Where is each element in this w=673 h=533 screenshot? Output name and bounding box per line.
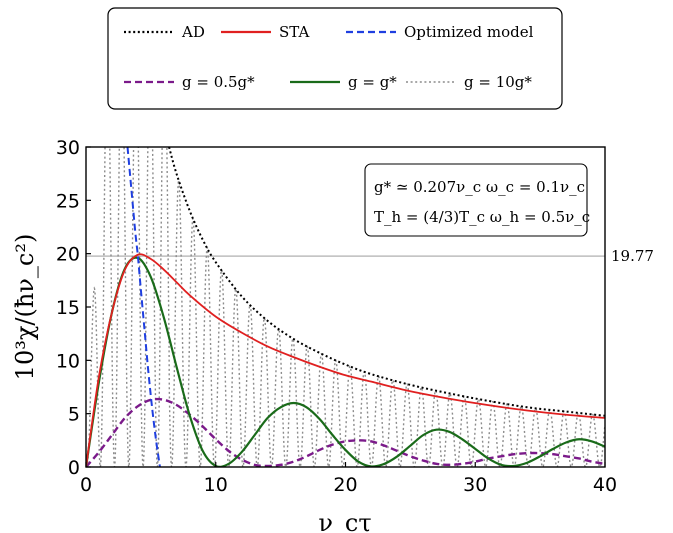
y-tick-label: 0 bbox=[68, 457, 80, 479]
reference-line-label: 19.77 bbox=[611, 247, 654, 265]
y-axis-label: 10³χ/(ħν_c²) bbox=[11, 234, 39, 381]
x-tick-label: 20 bbox=[333, 474, 357, 496]
y-tick-label: 5 bbox=[68, 404, 80, 426]
legend: AD STA Optimized model g = 0.5g* g = g* g = 1… bbox=[107, 7, 563, 110]
y-tick-label: 10 bbox=[56, 350, 80, 372]
y-tick-label: 30 bbox=[56, 137, 80, 159]
y-tick-label: 20 bbox=[56, 244, 80, 266]
legend-label: g = 10g* bbox=[464, 73, 532, 91]
x-tick-label: 40 bbox=[593, 474, 617, 496]
annotation-line-2: T_h = (4/3)T_c ω_h = 0.5ν_c bbox=[374, 208, 590, 226]
parameter-annotation: g* ≃ 0.207ν_c ω_c = 0.1ν_c T_h = (4/3)T_… bbox=[364, 163, 590, 237]
series-line-sta bbox=[86, 253, 605, 467]
series-line-g-g- bbox=[86, 256, 605, 467]
legend-label: g = g* bbox=[348, 73, 397, 91]
x-tick-label: 30 bbox=[463, 474, 487, 496]
annotation-line-1: g* ≃ 0.207ν_c ω_c = 0.1ν_c bbox=[374, 178, 585, 196]
y-tick-label: 25 bbox=[56, 190, 80, 212]
series-line-ad bbox=[168, 147, 605, 417]
legend-label: STA bbox=[279, 23, 309, 41]
x-axis-label: ν_cτ bbox=[318, 509, 371, 533]
legend-label: g = 0.5g* bbox=[182, 73, 255, 91]
legend-label: AD bbox=[181, 23, 205, 41]
y-tick-label: 15 bbox=[56, 297, 80, 319]
x-tick-label: 10 bbox=[204, 474, 228, 496]
legend-label: Optimized model bbox=[404, 23, 534, 41]
series-line-g-10gstar bbox=[86, 147, 605, 467]
series-line-optimized-model bbox=[126, 147, 161, 467]
x-tick-label: 0 bbox=[80, 474, 92, 496]
